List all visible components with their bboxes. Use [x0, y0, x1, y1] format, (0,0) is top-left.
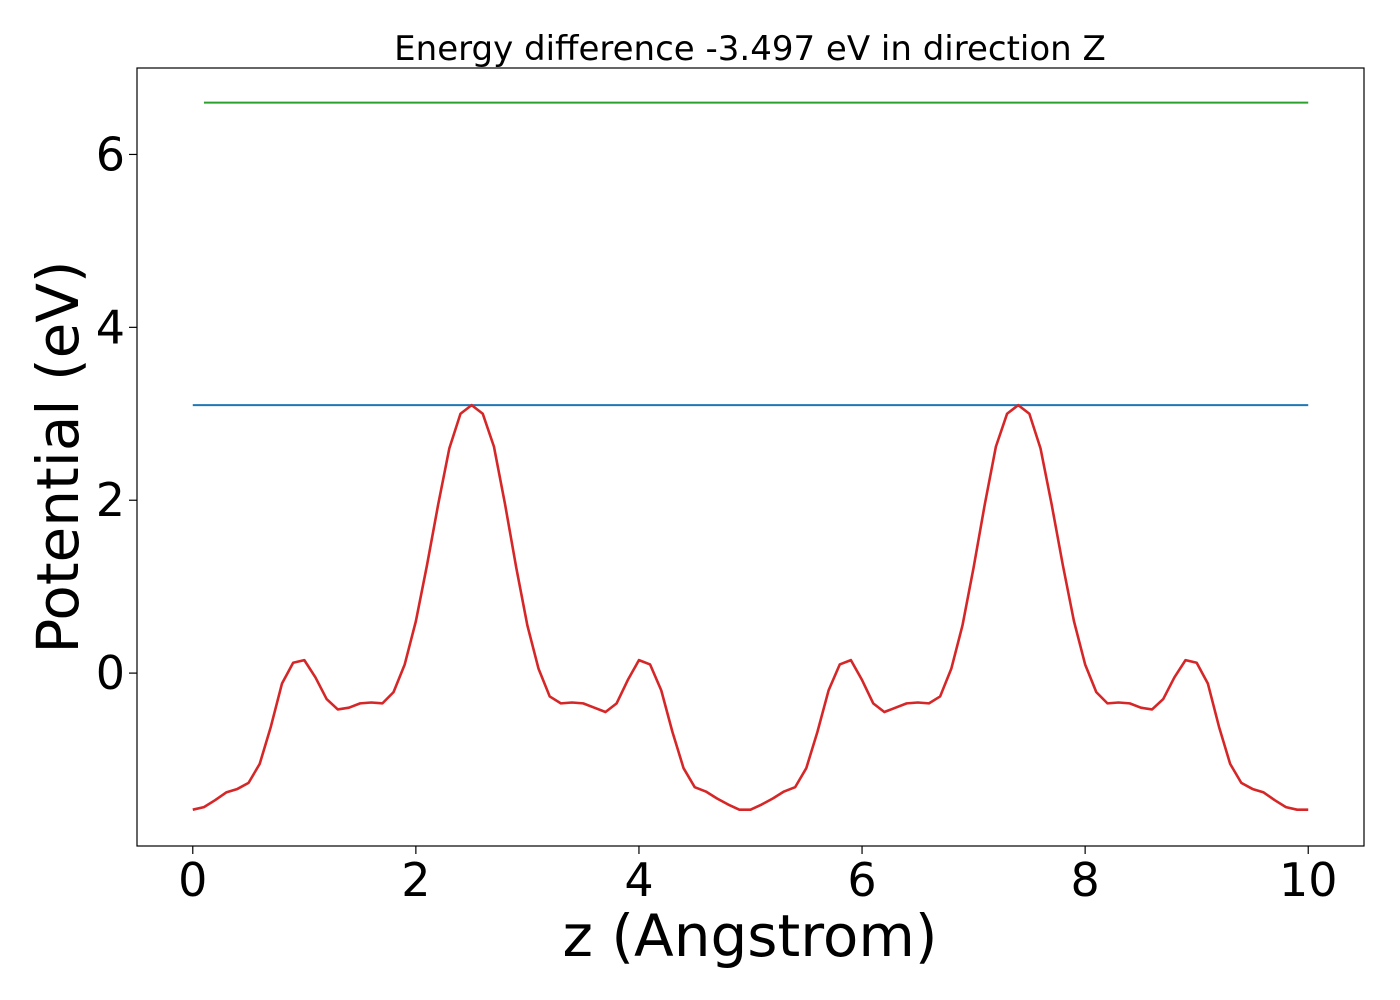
y-axis-label: Potential (eV) — [24, 260, 92, 653]
y-tick-label: 0 — [96, 646, 125, 700]
x-tick-label: 10 — [1279, 853, 1338, 907]
chart-title: Energy difference -3.497 eV in direction… — [394, 29, 1106, 69]
y-tick-label: 2 — [96, 473, 125, 527]
plot-frame — [136, 67, 1365, 847]
x-axis-label: z (Angstrom) — [563, 902, 938, 970]
x-tick-label: 8 — [1070, 853, 1099, 907]
x-tick-label: 6 — [847, 853, 876, 907]
x-tick-label: 4 — [624, 853, 653, 907]
x-axis-ticks: 0 2 4 6 8 10 — [178, 846, 1338, 907]
plot-lines — [192, 101, 1309, 811]
x-tick-label: 0 — [178, 853, 207, 907]
y-tick-label: 4 — [96, 300, 125, 354]
series-line-3 — [192, 403, 1309, 811]
y-axis-ticks: 0 2 4 6 — [96, 127, 137, 700]
y-tick-label: 6 — [96, 127, 125, 181]
x-tick-label: 2 — [401, 853, 430, 907]
